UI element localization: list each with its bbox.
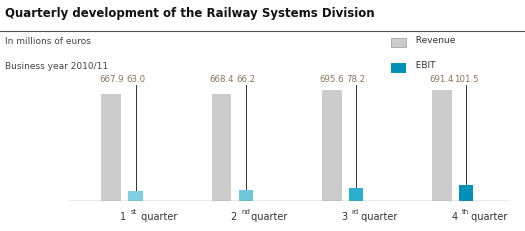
Text: EBIT: EBIT [410, 61, 435, 70]
Text: quarter: quarter [248, 212, 287, 222]
Text: Business year 2010/11: Business year 2010/11 [5, 62, 108, 71]
Bar [128, 191, 143, 201]
Bar [322, 90, 342, 201]
Text: 63.0: 63.0 [126, 75, 145, 84]
Text: rd: rd [352, 209, 359, 215]
Text: Revenue: Revenue [410, 36, 455, 45]
Text: quarter: quarter [468, 212, 508, 222]
Text: th: th [462, 209, 469, 215]
Bar [212, 94, 232, 201]
Text: 667.9: 667.9 [99, 75, 123, 84]
Text: quarter: quarter [358, 212, 397, 222]
Text: nd: nd [242, 209, 250, 215]
Text: Quarterly development of the Railway Systems Division: Quarterly development of the Railway Sys… [5, 7, 375, 20]
Bar [238, 190, 253, 201]
Text: st: st [131, 209, 138, 215]
Text: 1: 1 [120, 212, 127, 222]
Text: 691.4: 691.4 [430, 75, 454, 84]
Bar [101, 94, 121, 201]
Text: 3: 3 [341, 212, 347, 222]
Text: 2: 2 [230, 212, 237, 222]
Text: 668.4: 668.4 [209, 75, 234, 84]
Bar [432, 90, 452, 201]
Text: 695.6: 695.6 [320, 75, 344, 84]
Bar [459, 185, 474, 201]
Text: 4: 4 [451, 212, 457, 222]
Text: 66.2: 66.2 [236, 75, 255, 84]
Bar [349, 188, 363, 201]
Text: quarter: quarter [138, 212, 177, 222]
Text: 78.2: 78.2 [346, 75, 365, 84]
Text: In millions of euros: In millions of euros [5, 37, 91, 46]
Text: 101.5: 101.5 [454, 75, 479, 84]
